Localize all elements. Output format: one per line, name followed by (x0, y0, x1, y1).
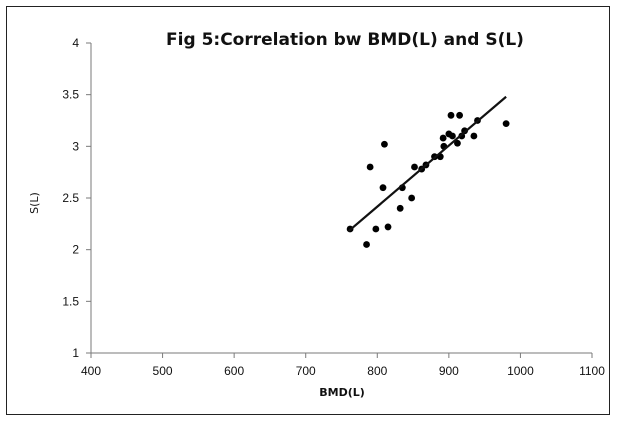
y-axis-label: S(L) (28, 192, 41, 214)
x-tick-label: 900 (439, 364, 459, 378)
data-point (363, 241, 370, 248)
y-tick-label: 2.5 (62, 191, 79, 205)
x-tick-label: 600 (224, 364, 244, 378)
data-point (439, 134, 447, 142)
scatter-points (346, 111, 510, 248)
chart-title: Fig 5:Correlation bw BMD(L) and S(L) (166, 30, 524, 50)
data-point (381, 140, 388, 148)
y-tick-label: 1 (72, 346, 79, 360)
data-point (470, 132, 478, 140)
data-point (396, 204, 404, 212)
x-tick-label: 800 (367, 364, 387, 378)
data-point (408, 194, 416, 202)
data-point (366, 163, 374, 171)
data-point (456, 111, 463, 119)
plot-area (90, 43, 592, 354)
x-tick-label: 1000 (507, 364, 534, 378)
y-tick-label: 3 (72, 139, 79, 153)
data-point (411, 163, 418, 171)
data-point (454, 139, 461, 147)
data-point (384, 223, 392, 231)
x-tick-label: 400 (81, 364, 101, 378)
x-tick-label: 500 (153, 364, 173, 378)
data-point (447, 111, 455, 119)
chart-frame (6, 6, 610, 415)
y-tick-label: 1.5 (62, 294, 79, 308)
y-tick-label: 4 (72, 36, 79, 50)
data-point (449, 132, 456, 140)
x-tick-label: 1100 (579, 364, 605, 378)
data-point (372, 225, 380, 233)
x-ticks: 400 500 600 700 800 900 1000 1100 (81, 353, 605, 378)
y-tick-label: 2 (72, 243, 79, 257)
x-axis-label: BMD(L) (319, 386, 365, 399)
data-point (379, 184, 387, 192)
y-ticks: 1 1.5 2 2.5 3 3.5 4 (62, 36, 91, 360)
data-point (502, 120, 510, 127)
y-tick-label: 3.5 (62, 88, 79, 102)
x-tick-label: 700 (296, 364, 316, 378)
trendline (347, 95, 507, 232)
